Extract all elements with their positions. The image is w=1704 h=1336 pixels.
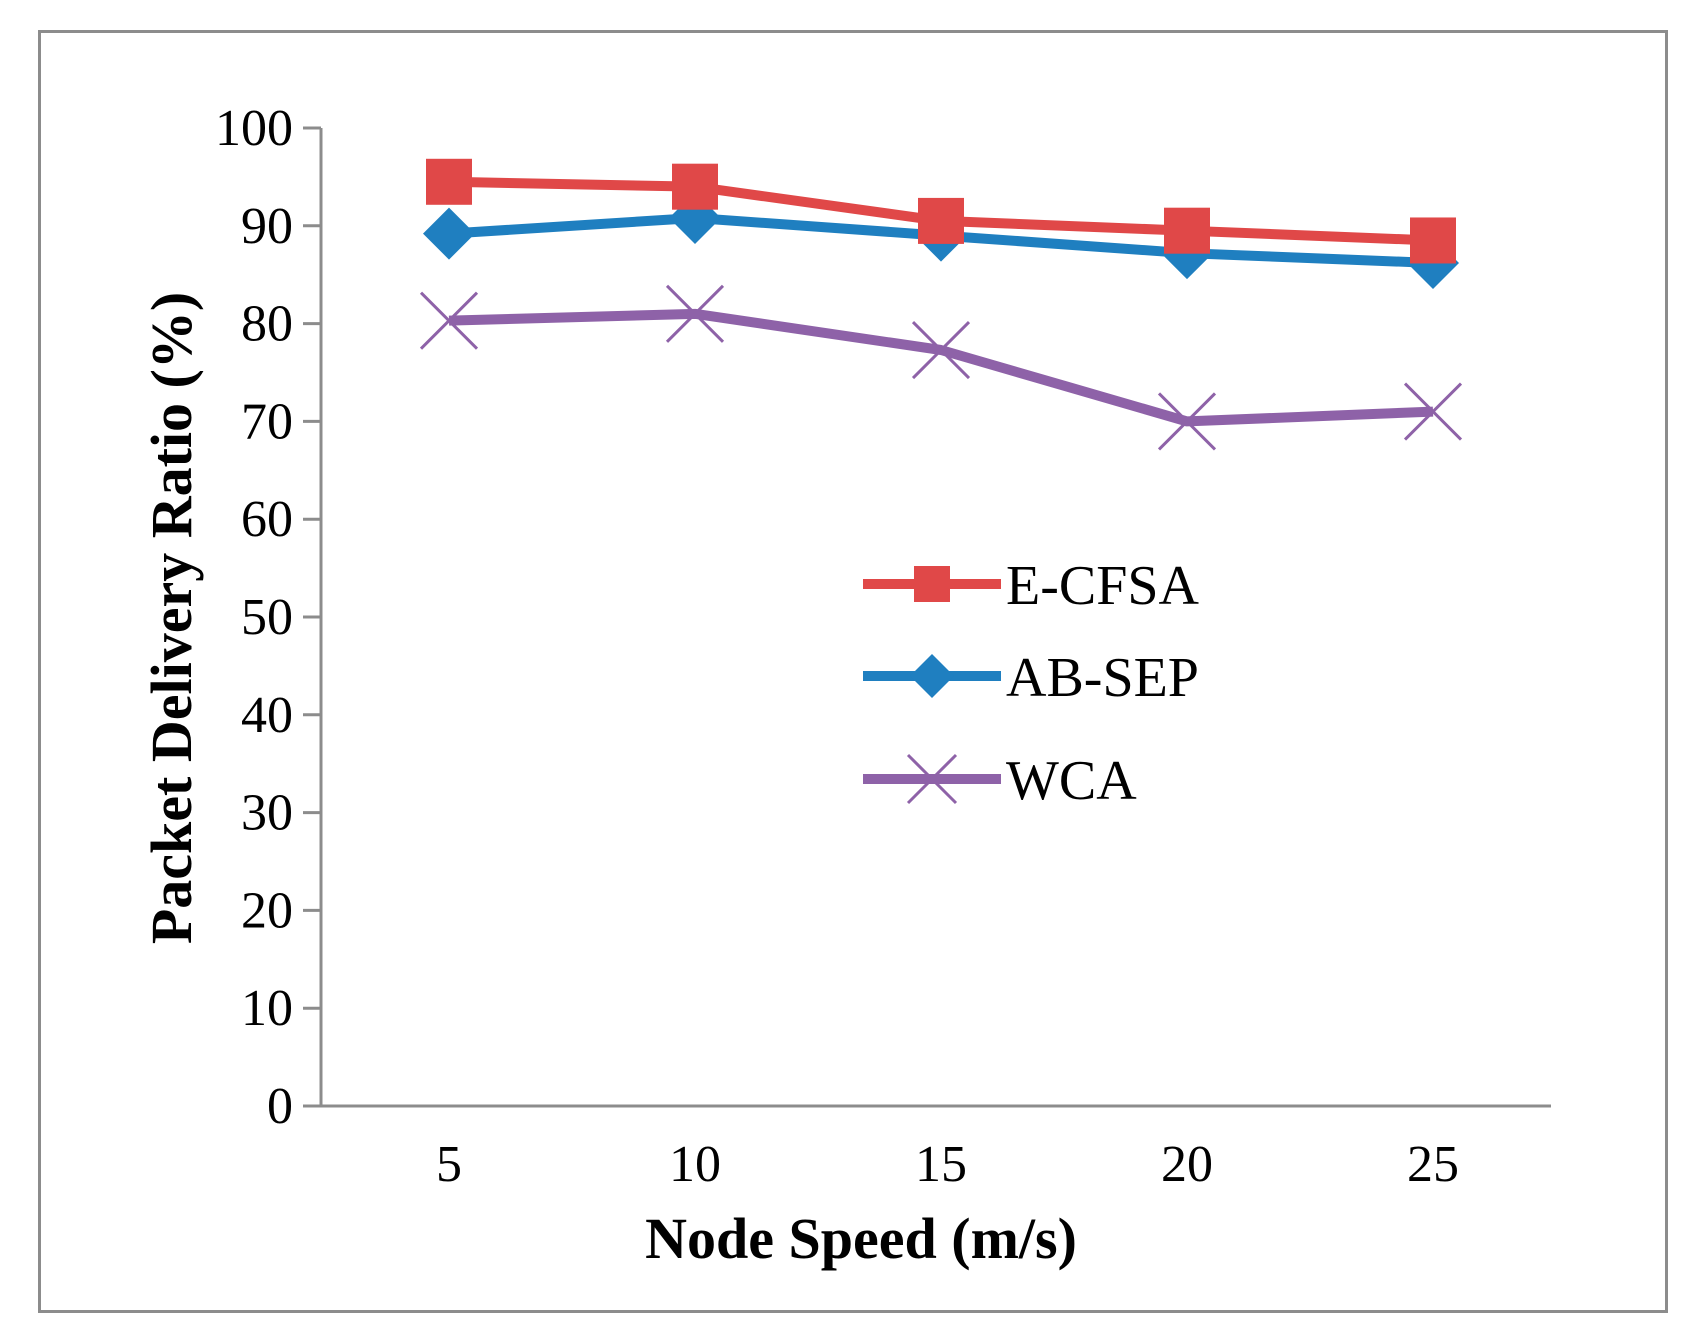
- y-tick-label: 90: [241, 198, 293, 255]
- legend-item-wca: WCA: [863, 750, 1137, 812]
- x-tick-label: 15: [915, 1136, 967, 1193]
- y-tick-label: 0: [267, 1078, 293, 1135]
- y-tick-label: 10: [241, 980, 293, 1037]
- plot-area: [419, 158, 1463, 451]
- axes: 0 10 20 30 40 50 60 70 80 90 100 5 10 15 20 25: [215, 100, 1551, 1193]
- x-axis-title: Node Speed (m/s): [645, 1206, 1077, 1271]
- data-point-square: [1164, 207, 1210, 254]
- series-line: [448, 308, 1434, 427]
- x-tick-label: 20: [1161, 1136, 1213, 1193]
- legend: E-CFSA AB-SEP WCA: [863, 555, 1199, 812]
- data-point-diamond: [423, 207, 475, 260]
- data-point-x: [1403, 382, 1463, 441]
- x-tick-label: 25: [1407, 1136, 1459, 1193]
- y-tick-label: 60: [241, 491, 293, 548]
- y-tick-label: 40: [241, 687, 293, 744]
- data-point-x: [665, 284, 725, 343]
- legend-label: E-CFSA: [1006, 555, 1199, 617]
- data-point-x: [1157, 392, 1217, 451]
- x-tick-label: 10: [669, 1136, 721, 1193]
- legend-label: WCA: [1006, 750, 1137, 812]
- data-point-x: [419, 291, 479, 350]
- legend-item-ab-sep: AB-SEP: [863, 647, 1199, 709]
- chart-canvas: 0 10 20 30 40 50 60 70 80 90 100 5 10 15 20 25 E-CFSA AB…: [139, 100, 1551, 1271]
- legend-item-e-cfsa: E-CFSA: [863, 555, 1199, 617]
- y-tick-label: 70: [241, 393, 293, 450]
- data-point-square: [918, 197, 964, 244]
- data-point-x: [911, 320, 971, 380]
- data-point-square: [914, 566, 950, 602]
- chart-frame: 0 10 20 30 40 50 60 70 80 90 100 5 10 15 20 25 E-CFSA AB…: [38, 30, 1668, 1313]
- y-tick-label: 100: [215, 100, 293, 157]
- data-point-x: [906, 753, 958, 805]
- x-tick-label: 5: [436, 1136, 462, 1193]
- y-tick-label: 30: [241, 785, 293, 842]
- series-e-cfsa: [426, 158, 1456, 264]
- data-point-square: [672, 163, 718, 210]
- y-tick-label: 80: [241, 296, 293, 353]
- y-axis-title: Packet Delivery Ratio (%): [139, 292, 204, 944]
- data-point-diamond: [910, 654, 954, 698]
- series-wca: [419, 284, 1463, 451]
- data-point-square: [426, 158, 472, 205]
- y-tick-label: 50: [241, 589, 293, 646]
- data-point-square: [1410, 217, 1456, 264]
- legend-label: AB-SEP: [1006, 647, 1199, 709]
- y-tick-label: 20: [241, 882, 293, 939]
